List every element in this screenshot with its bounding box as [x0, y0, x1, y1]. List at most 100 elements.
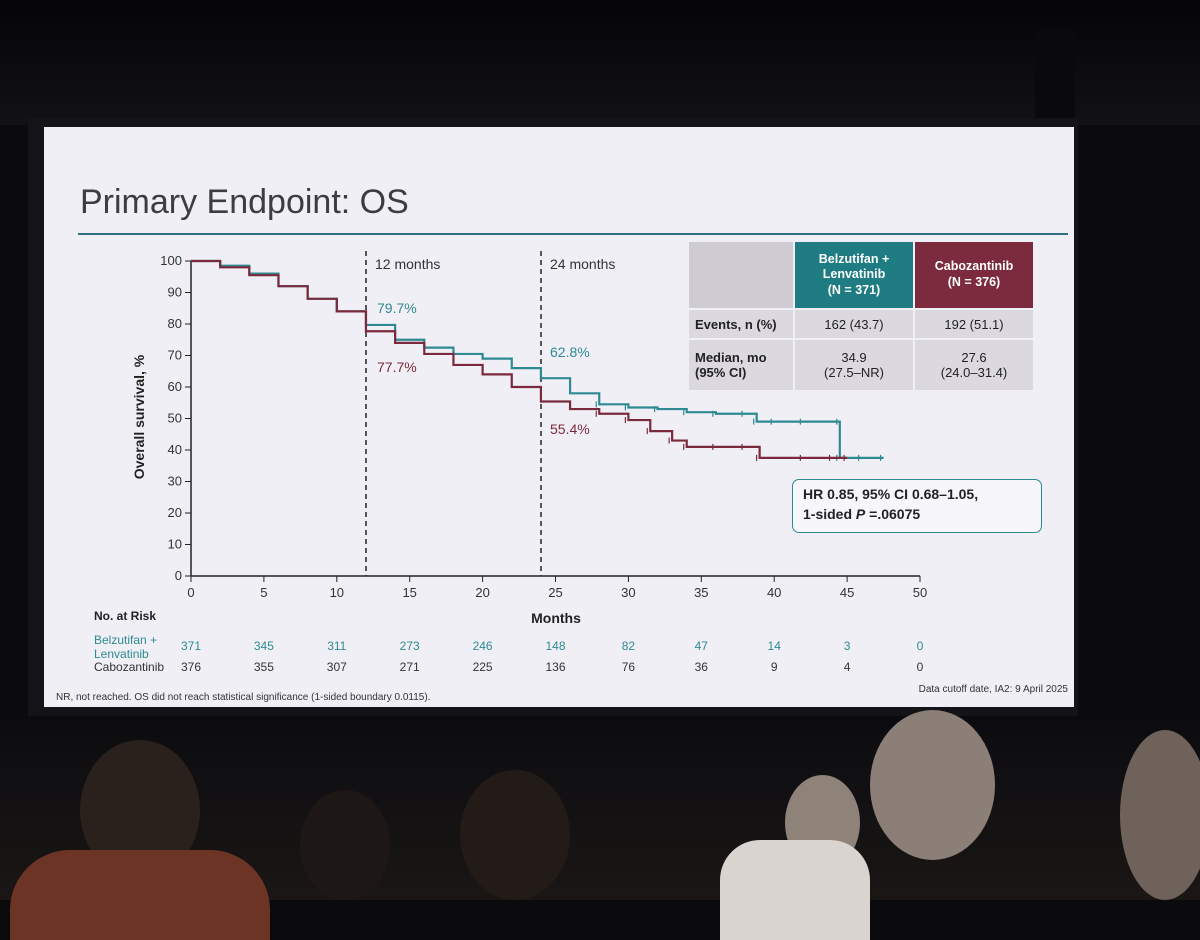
x-tick-label: 30 — [621, 585, 635, 600]
risk-value-cabo: 136 — [545, 660, 565, 674]
risk-value-belz: 371 — [181, 639, 201, 653]
y-tick-label: 10 — [168, 537, 182, 552]
cabo-24m-pct: 55.4% — [550, 421, 590, 437]
median-belz: 34.9 (27.5–NR) — [795, 340, 913, 390]
audience-shoulders — [10, 850, 270, 940]
x-tick-label: 45 — [840, 585, 854, 600]
slide-title: Primary Endpoint: OS — [80, 183, 409, 221]
hr-p-symbol: P — [855, 505, 866, 522]
risk-value-cabo: 271 — [400, 660, 420, 674]
x-tick-label: 50 — [913, 585, 927, 600]
y-tick-label: 20 — [168, 505, 182, 520]
audience-head — [460, 770, 570, 900]
km-chart: Overall survival, % Months 0102030405060… — [56, 251, 1069, 703]
audience-head — [870, 710, 995, 860]
y-tick-label: 50 — [168, 411, 182, 426]
median-label: Median, mo (95% CI) — [689, 340, 793, 390]
y-axis-title: Overall survival, % — [131, 354, 147, 479]
risk-value-cabo: 307 — [327, 660, 347, 674]
events-label: Events, n (%) — [689, 310, 793, 338]
y-tick-label: 90 — [168, 285, 182, 300]
x-axis-title: Months — [531, 610, 581, 626]
risk-value-cabo: 376 — [181, 660, 201, 674]
y-tick-label: 30 — [168, 474, 182, 489]
table-header-cabo: Cabozantinib (N = 376) — [915, 242, 1033, 308]
risk-value-belz: 82 — [622, 639, 636, 653]
header-belz-line1: Belzutifan + — [818, 251, 890, 266]
risk-value-belz: 14 — [768, 639, 782, 653]
median-cabo-ci: (24.0–31.4) — [940, 365, 1008, 380]
y-tick-label: 40 — [168, 442, 182, 457]
table-header-belz: Belzutifan + Lenvatinib (N = 371) — [795, 242, 913, 308]
audience-head — [1120, 730, 1200, 900]
x-tick-label: 40 — [767, 585, 781, 600]
summary-table: Belzutifan + Lenvatinib (N = 371) Caboza… — [687, 240, 1035, 392]
hr-line1: HR 0.85, 95% CI 0.68–1.05, — [803, 486, 979, 502]
risk-value-cabo: 4 — [844, 660, 851, 674]
risk-row-cabo: 376 355 307 271 225 136 76 36 9 4 0 — [181, 660, 924, 674]
x-tick-label: 35 — [694, 585, 708, 600]
median-label-line2: (95% CI) — [695, 365, 747, 380]
title-rule — [78, 233, 1068, 235]
risk-label-belz-1: Belzutifan + — [94, 633, 157, 647]
belz-12m-pct: 79.7% — [377, 300, 417, 316]
header-belz-line2: Lenvatinib — [822, 267, 886, 282]
risk-label-belz-2: Lenvatinib — [94, 647, 149, 661]
risk-value-belz: 246 — [473, 639, 493, 653]
hr-line2-suffix: =.06075 — [865, 505, 921, 522]
x-tick-label: 5 — [260, 585, 267, 600]
y-tick-label: 80 — [168, 316, 182, 331]
table-corner — [689, 242, 793, 308]
x-tick-label: 0 — [187, 585, 194, 600]
events-cabo: 192 (51.1) — [915, 310, 1033, 338]
footnote: NR, not reached. OS did not reach statis… — [56, 692, 430, 703]
audience-head — [300, 790, 390, 900]
risk-value-belz: 311 — [327, 639, 346, 653]
hr-line2-prefix: 1-sided — [803, 505, 856, 522]
x-tick-label: 20 — [475, 585, 489, 600]
median-cabo: 27.6 (24.0–31.4) — [915, 340, 1033, 390]
risk-value-cabo: 76 — [622, 660, 636, 674]
median-cabo-value: 27.6 — [961, 350, 987, 365]
header-cabo-line1: Cabozantinib — [934, 259, 1014, 274]
risk-value-cabo: 355 — [254, 660, 274, 674]
median-label-line1: Median, mo — [695, 350, 767, 365]
risk-value-belz: 273 — [400, 639, 420, 653]
risk-value-cabo: 225 — [473, 660, 493, 674]
cabo-curve — [191, 259, 848, 459]
risk-table-title: No. at Risk — [94, 609, 156, 623]
x-tick-labels: 0 5 10 15 20 25 30 35 40 45 50 — [187, 576, 927, 600]
landmark-label-12: 12 months — [375, 256, 440, 272]
y-tick-label: 100 — [160, 253, 182, 268]
events-belz: 162 (43.7) — [795, 310, 913, 338]
audience — [0, 710, 1200, 940]
risk-value-cabo: 0 — [917, 660, 924, 674]
risk-value-cabo: 36 — [695, 660, 709, 674]
data-cutoff: Data cutoff date, IA2: 9 April 2025 — [919, 684, 1069, 695]
median-belz-value: 34.9 — [841, 350, 867, 365]
risk-value-belz: 345 — [254, 639, 274, 653]
risk-value-cabo: 9 — [771, 660, 778, 674]
x-tick-label: 15 — [402, 585, 416, 600]
median-belz-ci: (27.5–NR) — [824, 365, 884, 380]
y-tick-label: 60 — [168, 379, 182, 394]
risk-value-belz: 47 — [695, 639, 709, 653]
risk-value-belz: 3 — [844, 639, 851, 653]
landmark-label-24: 24 months — [550, 256, 615, 272]
risk-label-cabo: Cabozantinib — [94, 660, 164, 674]
slide: Primary Endpoint: OS Overall survival, %… — [44, 127, 1074, 707]
header-cabo-line2: (N = 376) — [947, 275, 1001, 289]
belz-24m-pct: 62.8% — [550, 344, 590, 360]
audience-shoulders — [720, 840, 870, 940]
risk-row-belz: 371 345 311 273 246 148 82 47 14 3 0 — [181, 639, 924, 653]
hazard-ratio-box: HR 0.85, 95% CI 0.68–1.05, 1-sided P =.0… — [792, 479, 1042, 533]
cabo-12m-pct: 77.7% — [377, 359, 417, 375]
x-tick-label: 10 — [330, 585, 344, 600]
y-tick-label: 70 — [168, 348, 182, 363]
x-tick-label: 25 — [548, 585, 562, 600]
risk-value-belz: 148 — [545, 639, 565, 653]
survival-curves — [191, 259, 884, 461]
header-belz-line3: (N = 371) — [827, 282, 881, 297]
venue-ceiling — [0, 0, 1200, 125]
y-tick-labels: 0 10 20 30 40 50 60 70 80 90 100 — [160, 253, 191, 583]
